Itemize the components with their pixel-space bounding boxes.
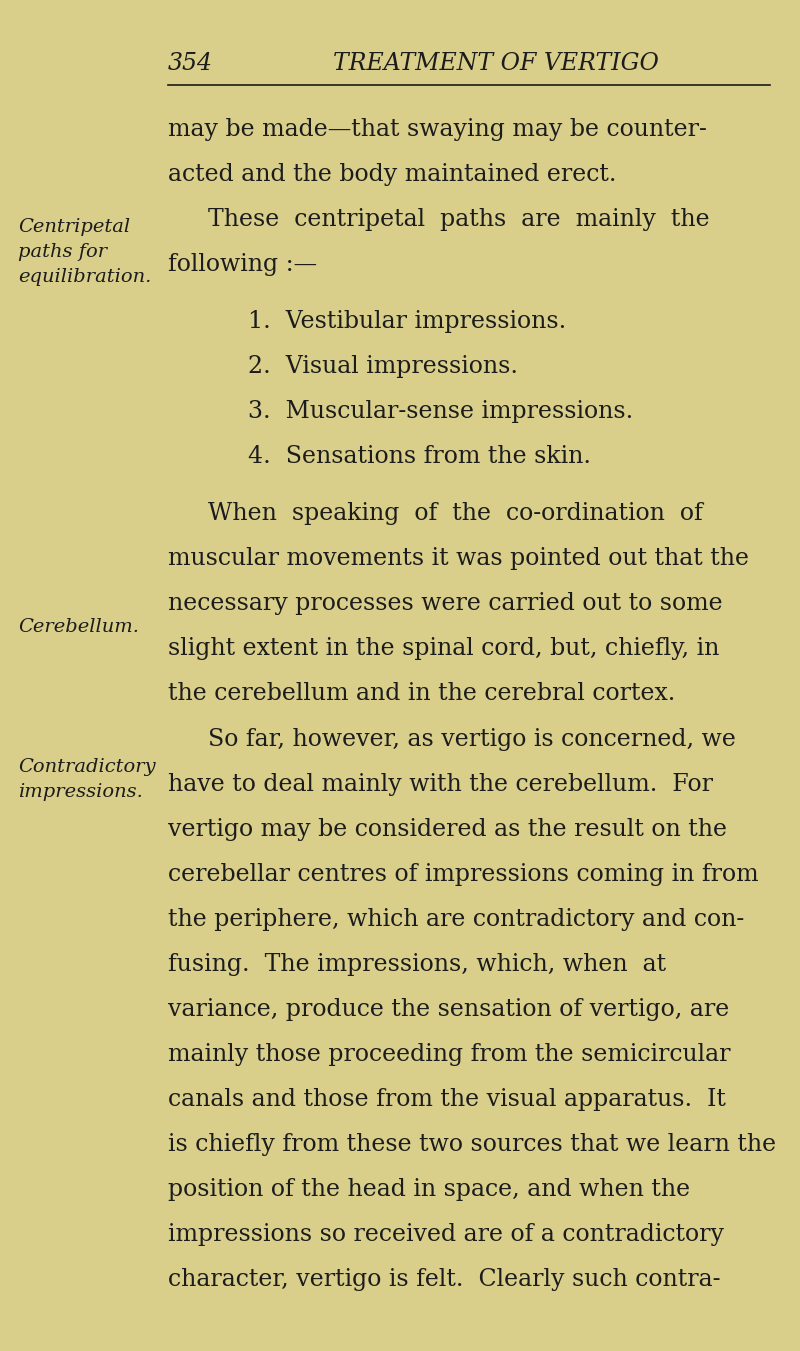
Text: is chiefly from these two sources that we learn the: is chiefly from these two sources that w… [168, 1133, 776, 1156]
Text: Cerebellum.: Cerebellum. [18, 617, 139, 636]
Text: the cerebellum and in the cerebral cortex.: the cerebellum and in the cerebral corte… [168, 682, 675, 705]
Text: mainly those proceeding from the semicircular: mainly those proceeding from the semicir… [168, 1043, 730, 1066]
Text: have to deal mainly with the cerebellum.  For: have to deal mainly with the cerebellum.… [168, 773, 713, 796]
Text: position of the head in space, and when the: position of the head in space, and when … [168, 1178, 690, 1201]
Text: 3.  Muscular-sense impressions.: 3. Muscular-sense impressions. [248, 400, 634, 423]
Text: muscular movements it was pointed out that the: muscular movements it was pointed out th… [168, 547, 749, 570]
Text: Centripetal
paths for
equilibration.: Centripetal paths for equilibration. [18, 218, 151, 286]
Text: Contradictory
impressions.: Contradictory impressions. [18, 758, 156, 801]
Text: vertigo may be considered as the result on the: vertigo may be considered as the result … [168, 817, 727, 842]
Text: These  centripetal  paths  are  mainly  the: These centripetal paths are mainly the [208, 208, 710, 231]
Text: 2.  Visual impressions.: 2. Visual impressions. [248, 355, 518, 378]
Text: canals and those from the visual apparatus.  It: canals and those from the visual apparat… [168, 1088, 726, 1111]
Text: cerebellar centres of impressions coming in from: cerebellar centres of impressions coming… [168, 863, 758, 886]
Text: acted and the body maintained erect.: acted and the body maintained erect. [168, 163, 617, 186]
Text: When  speaking  of  the  co-ordination  of: When speaking of the co-ordination of [208, 503, 702, 526]
Text: variance, produce the sensation of vertigo, are: variance, produce the sensation of verti… [168, 998, 730, 1021]
Text: 4.  Sensations from the skin.: 4. Sensations from the skin. [248, 444, 591, 467]
Text: 354: 354 [168, 51, 213, 76]
Text: slight extent in the spinal cord, but, chiefly, in: slight extent in the spinal cord, but, c… [168, 638, 719, 661]
Text: impressions so received are of a contradictory: impressions so received are of a contrad… [168, 1223, 724, 1246]
Text: the periphere, which are contradictory and con-: the periphere, which are contradictory a… [168, 908, 744, 931]
Text: 1.  Vestibular impressions.: 1. Vestibular impressions. [248, 309, 566, 332]
Text: fusing.  The impressions, which, when  at: fusing. The impressions, which, when at [168, 952, 666, 975]
Text: TREATMENT OF VERTIGO: TREATMENT OF VERTIGO [333, 51, 659, 76]
Text: may be made—that swaying may be counter-: may be made—that swaying may be counter- [168, 118, 707, 141]
Text: character, vertigo is felt.  Clearly such contra-: character, vertigo is felt. Clearly such… [168, 1269, 721, 1292]
Text: So far, however, as vertigo is concerned, we: So far, however, as vertigo is concerned… [208, 728, 736, 751]
Text: necessary processes were carried out to some: necessary processes were carried out to … [168, 592, 722, 615]
Text: following :—: following :— [168, 253, 317, 276]
